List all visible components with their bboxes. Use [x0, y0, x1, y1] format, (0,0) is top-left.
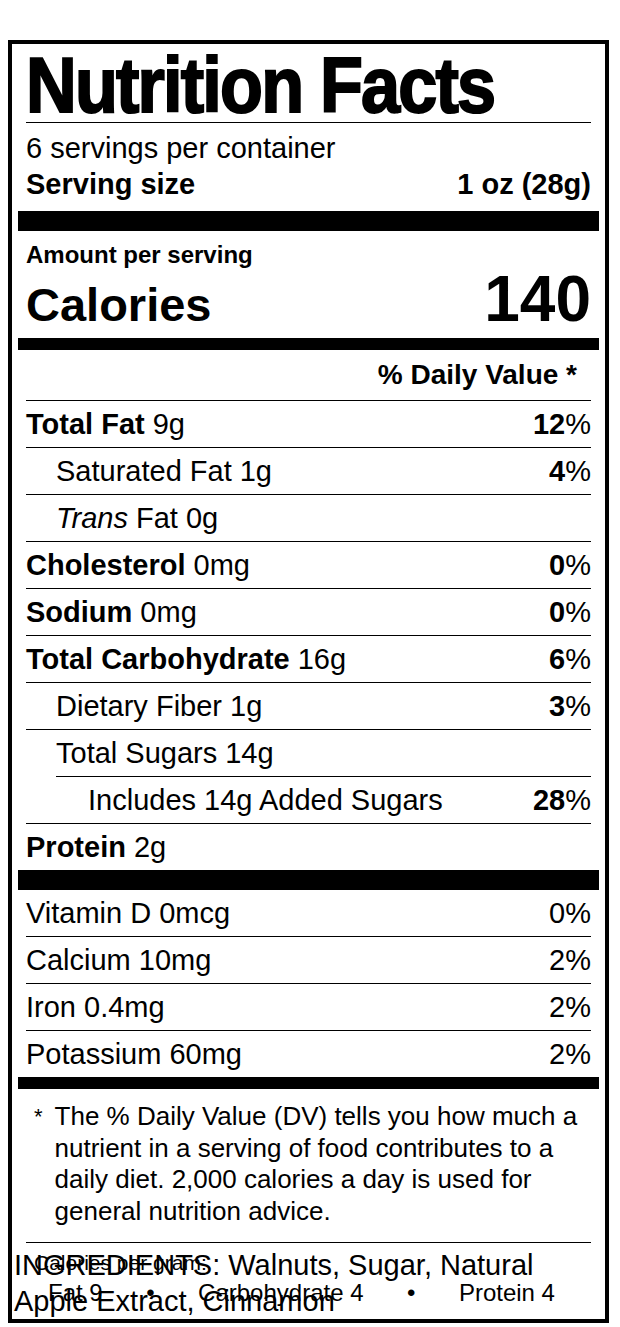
nutrient-name: Includes 14g Added Sugars	[88, 784, 443, 816]
vitamin-dv: 0%	[549, 897, 591, 930]
ingredients-statement: INGREDIENTS: Walnuts, Sugar, Natural App…	[14, 1248, 594, 1319]
vitamin-dv: 2%	[549, 944, 591, 977]
vitamin-name: Iron 0.4mg	[26, 991, 165, 1024]
calories-row: Calories 140	[12, 269, 605, 338]
nutrient-row-dietary-fiber: Dietary Fiber1g 3%	[26, 683, 591, 730]
nutrient-name-amount: Total Fat9g	[26, 408, 185, 441]
nutrient-name-amount: Total Sugars14g	[26, 737, 274, 770]
calories-value: 140	[484, 269, 591, 330]
nutrient-name: Saturated Fat	[56, 455, 232, 487]
percent-sign: %	[565, 643, 591, 675]
label-title: Nutrition Facts	[26, 44, 535, 122]
nutrient-amount: 2g	[134, 831, 166, 863]
nutrient-amount: 16g	[298, 643, 346, 675]
percent-sign: %	[565, 784, 591, 816]
percent-sign: %	[565, 897, 591, 929]
nutrient-dv: 4%	[549, 455, 591, 488]
percent-sign: %	[565, 596, 591, 628]
nutrient-name-amount: Protein2g	[26, 831, 166, 864]
thick-separator-bar	[18, 211, 599, 231]
nutrient-row-total-fat: Total Fat9g 12%	[26, 401, 591, 448]
nutrient-amount: Fat 0g	[136, 502, 218, 534]
nutrient-row-saturated-fat: Saturated Fat1g 4%	[26, 448, 591, 495]
serving-size-value: 1 oz (28g)	[457, 168, 591, 201]
serving-size-label: Serving size	[26, 168, 195, 201]
nutrient-row-trans-fat: TransFat 0g	[26, 495, 591, 542]
nutrient-name: Total Fat	[26, 408, 145, 440]
vitamin-row-potassium: Potassium 60mg 2%	[26, 1031, 591, 1077]
nutrient-dv: 6%	[549, 643, 591, 676]
medium-separator-bar	[18, 1077, 599, 1089]
vitamin-dv: 2%	[549, 1038, 591, 1071]
nutrient-dv: 28%	[533, 784, 591, 817]
nutrient-row-total-sugars: Total Sugars14g	[26, 730, 591, 776]
nutrient-dv: 3%	[549, 690, 591, 723]
nutrient-amount: 14g	[225, 737, 273, 769]
nutrient-name-amount: Total Carbohydrate16g	[26, 643, 346, 676]
nutrient-dv: 12%	[533, 408, 591, 441]
percent-sign: %	[565, 549, 591, 581]
nutrient-name: Dietary Fiber	[56, 690, 222, 722]
vitamin-row-calcium: Calcium 10mg 2%	[26, 937, 591, 984]
percent-sign: %	[565, 455, 591, 487]
nutrient-row-sodium: Sodium0mg 0%	[26, 589, 591, 636]
nutrient-dv: 0%	[549, 549, 591, 582]
nutrient-amount: 1g	[240, 455, 272, 487]
nutrient-row-added-sugars: Includes 14g Added Sugars 28%	[26, 777, 591, 824]
footnote-text: The % Daily Value (DV) tells you how muc…	[55, 1101, 591, 1228]
vitamin-dv: 2%	[549, 991, 591, 1024]
nutrient-name-amount: Cholesterol0mg	[26, 549, 250, 582]
nutrient-row-protein: Protein2g	[26, 824, 591, 870]
vitamin-row-vitamin-d: Vitamin D 0mcg 0%	[26, 890, 591, 937]
percent-sign: %	[565, 690, 591, 722]
nutrient-name: Total Sugars	[56, 737, 217, 769]
nutrient-name-amount: Saturated Fat1g	[26, 455, 272, 488]
nutrient-name-amount: Sodium0mg	[26, 596, 197, 629]
vitamin-name: Vitamin D 0mcg	[26, 897, 230, 930]
nutrient-amount: 0mg	[140, 596, 196, 628]
nutrient-name-amount: Includes 14g Added Sugars	[26, 784, 443, 817]
daily-value-footnote: * The % Daily Value (DV) tells you how m…	[12, 1089, 605, 1242]
nutrient-amount: 9g	[153, 408, 185, 440]
vitamin-row-iron: Iron 0.4mg 2%	[26, 984, 591, 1031]
nutrient-name: Protein	[26, 831, 126, 863]
nutrient-dv: 0%	[549, 596, 591, 629]
nutrition-facts-label: Nutrition Facts 6 servings per container…	[8, 40, 609, 1323]
nutrient-name: Cholesterol	[26, 549, 186, 581]
percent-sign: %	[565, 991, 591, 1023]
nutrient-name: Sodium	[26, 596, 132, 628]
thick-separator-bar	[18, 870, 599, 890]
footnote-asterisk: *	[26, 1101, 55, 1228]
percent-sign: %	[565, 408, 591, 440]
percent-sign: %	[565, 1038, 591, 1070]
vitamin-name: Potassium 60mg	[26, 1038, 242, 1071]
servings-per-container: 6 servings per container	[26, 123, 591, 165]
nutrient-amount: 1g	[230, 690, 262, 722]
nutrient-row-total-carbohydrate: Total Carbohydrate16g 6%	[26, 636, 591, 683]
nutrient-name: Trans	[56, 502, 128, 534]
nutrient-name-amount: Dietary Fiber1g	[26, 690, 262, 723]
serving-size-row: Serving size 1 oz (28g)	[12, 165, 605, 211]
nutrient-row-cholesterol: Cholesterol0mg 0%	[26, 542, 591, 589]
nutrient-name-amount: TransFat 0g	[26, 502, 218, 535]
medium-separator-bar	[18, 338, 599, 350]
nutrient-name: Total Carbohydrate	[26, 643, 290, 675]
daily-value-header: % Daily Value *	[26, 350, 591, 401]
calories-label: Calories	[26, 280, 211, 329]
vitamin-name: Calcium 10mg	[26, 944, 211, 977]
percent-sign: %	[565, 944, 591, 976]
nutrient-amount: 0mg	[194, 549, 250, 581]
